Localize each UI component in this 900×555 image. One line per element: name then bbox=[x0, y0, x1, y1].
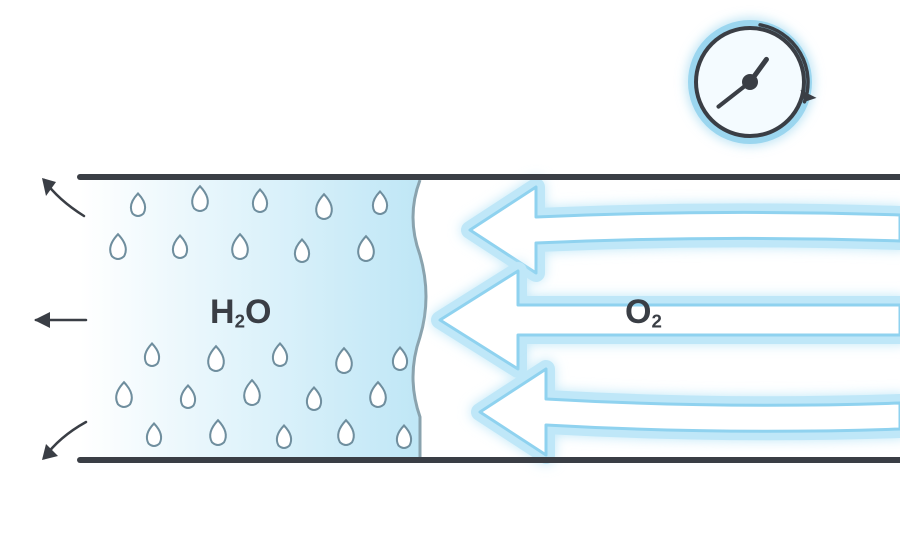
oxygen-arrow bbox=[480, 369, 900, 455]
oxygen-label: O2 bbox=[625, 293, 662, 333]
diagram-svg bbox=[0, 0, 900, 555]
oxygen-arrow bbox=[470, 187, 900, 273]
water-label: H2O bbox=[210, 293, 271, 333]
oxygen-arrow bbox=[440, 271, 900, 369]
clock-center bbox=[742, 74, 758, 90]
outflow-arrowhead bbox=[42, 444, 58, 460]
diagram-stage: H2O O2 bbox=[0, 0, 900, 555]
outflow-arrowhead bbox=[34, 312, 50, 328]
